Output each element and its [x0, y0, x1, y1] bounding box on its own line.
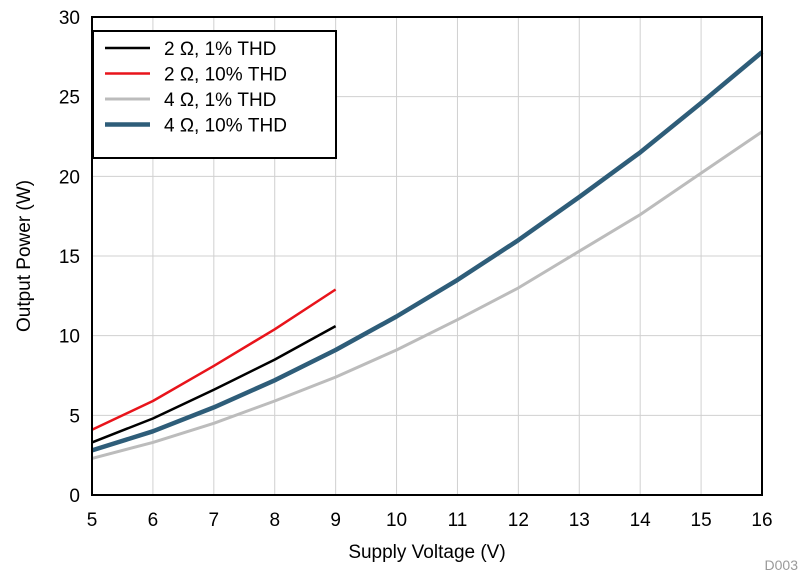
x-axis-label: Supply Voltage (V) [348, 542, 505, 563]
legend-label: 4 Ω, 10% THD [164, 116, 287, 137]
x-tick-label: 5 [87, 510, 98, 531]
x-tick-label: 14 [630, 510, 652, 531]
y-tick-label: 20 [59, 167, 80, 188]
y-tick-label: 30 [59, 8, 80, 29]
y-tick-label: 25 [59, 88, 80, 109]
x-tick-label: 13 [569, 510, 590, 531]
x-tick-labels: 5 6 7 8 9 10 11 12 13 14 15 16 [87, 510, 773, 531]
y-axis-label: Output Power (W) [14, 180, 35, 332]
series-line-2 [91, 288, 337, 431]
legend: 2 Ω, 1% THD 2 Ω, 10% THD 4 Ω, 1% THD 4 Ω, 1… [92, 30, 337, 159]
legend-label: 4 Ω, 1% THD [164, 90, 276, 111]
plot-frame [91, 16, 763, 496]
x-tick-label: 10 [386, 510, 407, 531]
series-line-4 [91, 50, 764, 453]
x-tick-label: 16 [751, 510, 772, 531]
y-tick-label: 15 [59, 247, 80, 268]
series-line-1 [91, 325, 337, 444]
x-tick-label: 11 [448, 510, 468, 531]
y-tick-label: 0 [69, 486, 80, 507]
figure-id: D003 [765, 557, 799, 573]
series-line-3 [91, 130, 763, 460]
x-tick-label: 6 [148, 510, 159, 531]
x-tick-label: 12 [508, 510, 529, 531]
legend-label: 2 Ω, 10% THD [164, 65, 287, 86]
x-tick-label: 7 [209, 510, 220, 531]
legend-label: 2 Ω, 1% THD [164, 39, 276, 60]
x-tick-label: 9 [330, 510, 341, 531]
y-tick-label: 5 [69, 406, 80, 427]
x-tick-label: 8 [269, 510, 280, 531]
legend-box [92, 30, 337, 159]
x-tick-label: 15 [691, 510, 712, 531]
y-tick-label: 10 [59, 327, 80, 348]
y-tick-labels: 0 5 10 15 20 25 30 [59, 8, 80, 507]
series-lines [91, 50, 764, 460]
